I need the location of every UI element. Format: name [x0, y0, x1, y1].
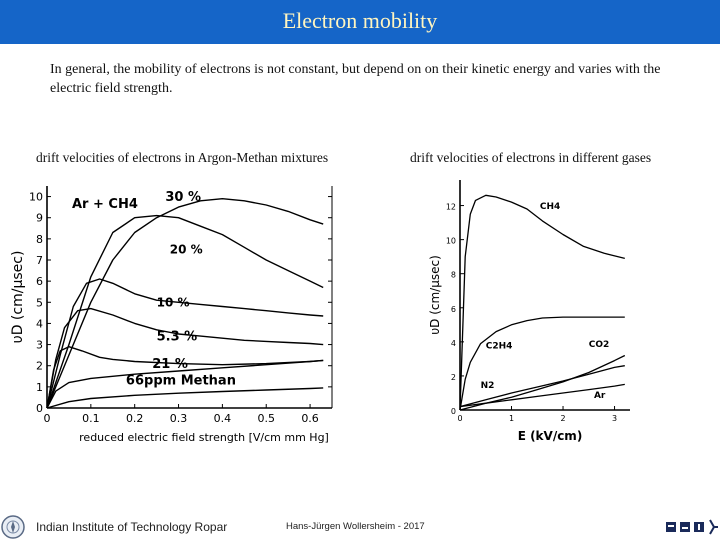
y-tick-label: 0 [451, 407, 456, 416]
series-line-1 [46, 214, 324, 409]
y-tick-label: 7 [36, 254, 43, 267]
y-tick-label: 10 [446, 237, 456, 246]
x-tick-label: 1 [509, 414, 514, 423]
y-axis-label: υD (cm/µsec) [428, 255, 442, 335]
footer-institute: Indian Institute of Technology Ropar [36, 520, 228, 534]
x-tick-label: 0 [457, 414, 462, 423]
y-tick-label: 10 [29, 191, 43, 204]
x-tick-label: 0.2 [126, 412, 144, 425]
page-title: Electron mobility [282, 8, 438, 33]
series-label: CO2 [589, 340, 610, 350]
y-tick-label: 5 [36, 296, 43, 309]
x-tick-label: 0.5 [257, 412, 275, 425]
series-line-5 [46, 359, 324, 409]
y-tick-label: 0 [36, 402, 43, 415]
series-label: 20 % [170, 243, 203, 257]
y-tick-label: 6 [36, 275, 43, 288]
x-tick-label: 0 [44, 412, 51, 425]
series-label: Ar [594, 391, 606, 401]
x-tick-label: 0.6 [301, 412, 319, 425]
footer-author: Hans-Jürgen Wollersheim - 2017 [286, 521, 425, 532]
x-axis-label: E (kV/cm) [518, 429, 583, 443]
series-line-0 [46, 198, 324, 409]
series-label: CH4 [540, 202, 560, 212]
right-chart-caption: drift velocities of electrons in differe… [410, 150, 652, 165]
y-tick-label: 9 [36, 212, 43, 225]
series-line-4 [459, 383, 625, 408]
series-line-2 [46, 278, 324, 409]
series-line-3 [459, 365, 625, 408]
y-tick-label: 4 [451, 339, 456, 348]
x-axis-label: reduced electric field strength [V/cm mm… [79, 431, 329, 444]
y-tick-label: 1 [36, 381, 43, 394]
y-axis-label: υD (cm/µsec) [10, 251, 26, 344]
y-tick-label: 2 [36, 360, 43, 373]
y-tick-label: 4 [36, 317, 43, 330]
x-tick-label: 2 [560, 414, 565, 423]
series-line-4 [46, 346, 324, 409]
intro-text: In general, the mobility of electrons is… [50, 62, 661, 96]
y-tick-label: 12 [446, 203, 456, 212]
series-label: N2 [481, 381, 495, 391]
iit-ropar-seal-icon [0, 514, 26, 540]
series-label: 30 % [165, 190, 201, 205]
argon-methan-chart: 0 1 2 3 4 5 6 7 8 9 10 0 0.1 0.2 0.3 0.4 0.5 0.6 υD (cm/µs… [10, 186, 333, 444]
series-label: 10 % [157, 296, 190, 310]
y-tick-label: 8 [36, 233, 43, 246]
series-line-0 [459, 194, 625, 411]
gsi-logo-icon [664, 514, 720, 540]
title-bar: Electron mobility [0, 0, 720, 44]
series-label: 66ppm Methan [126, 374, 236, 389]
y-tick-label: 3 [36, 339, 43, 352]
x-tick-label: 3 [612, 414, 617, 423]
y-tick-label: 2 [451, 373, 456, 382]
series-label: 21 % [152, 357, 188, 372]
y-tick-label: 6 [451, 305, 456, 314]
series-line-3 [46, 307, 324, 409]
y-tick-label: 8 [451, 271, 456, 280]
series-line-1 [459, 316, 625, 411]
x-tick-label: 0.3 [170, 412, 188, 425]
x-tick-label: 0.1 [82, 412, 100, 425]
series-line-6 [46, 387, 324, 409]
series-label: 5.3 % [157, 329, 198, 344]
mixture-annotation: Ar + CH4 [72, 197, 138, 212]
left-chart-caption: drift velocities of electrons in Argon-M… [36, 150, 329, 165]
x-tick-label: 0.4 [214, 412, 232, 425]
series-label: C2H4 [486, 342, 513, 352]
